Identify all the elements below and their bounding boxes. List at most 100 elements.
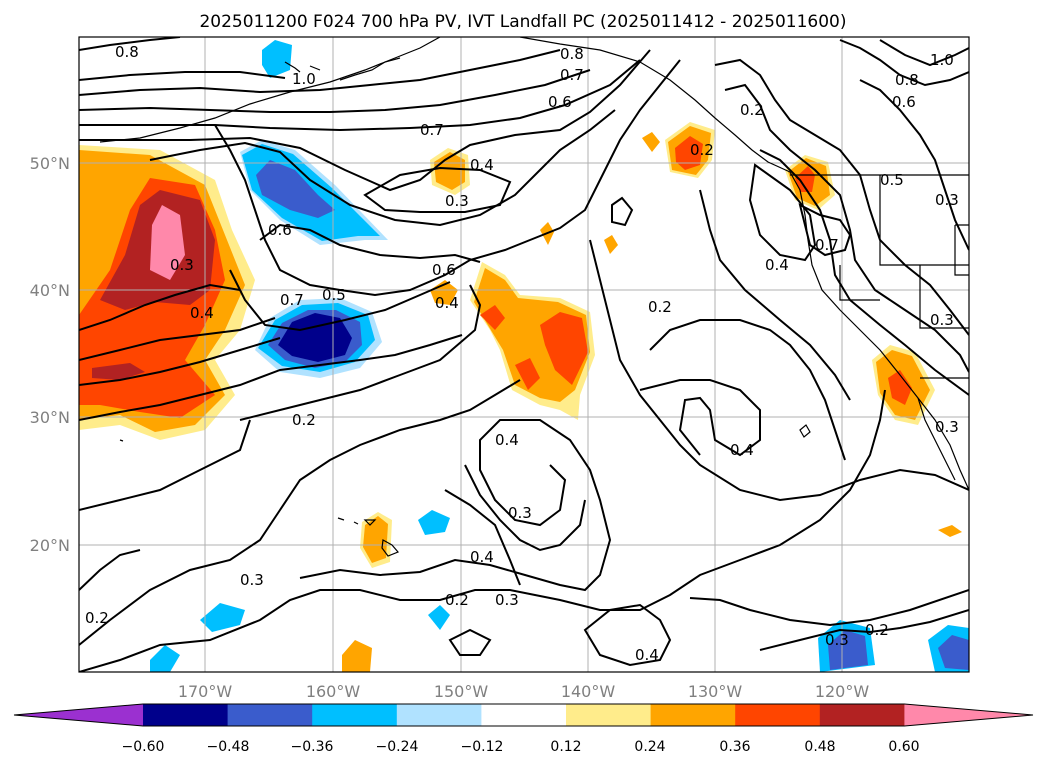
contour-gg	[611, 196, 634, 227]
shade-cold-top	[262, 40, 292, 78]
shade-cold-br2-blue	[938, 635, 969, 670]
hawaii-2	[381, 539, 400, 557]
shade-warm-ne-r	[675, 136, 703, 170]
colorbar-tick: 0.48	[804, 739, 835, 755]
contour-hh	[689, 589, 969, 627]
lon-tick: 120°W	[815, 682, 870, 701]
colorbar: −0.60 −0.48 −0.36 −0.24 −0.12 0.12 0.24 …	[13, 703, 1034, 755]
contour-label: 0.2	[865, 621, 889, 639]
coast-baja	[917, 397, 956, 481]
colorbar-swatch	[396, 704, 482, 726]
contour-label: 0.5	[322, 286, 346, 304]
shade-warm-bottom	[342, 640, 372, 672]
colorbar-swatch	[143, 704, 229, 726]
shade-warm-west-darkred-2	[92, 363, 145, 380]
contour-label: 0.7	[815, 236, 839, 254]
colorbar-tick: 0.12	[550, 739, 581, 755]
contour-dd	[859, 79, 969, 251]
colorbar-tick: −0.36	[291, 739, 334, 755]
colorbar-tick: 0.60	[888, 739, 919, 755]
contour-e	[149, 109, 616, 227]
shade-warm-pnw-r	[795, 166, 815, 192]
contour-t	[444, 489, 521, 586]
colorbar-swatch	[650, 704, 736, 726]
contour-label: 0.3	[825, 631, 849, 649]
colorbar-swatch	[566, 704, 652, 726]
contour-cc	[798, 203, 852, 257]
contour-y	[714, 58, 969, 336]
shade-warm-west-pink	[150, 205, 185, 280]
lat-tick-labels: 50°N 40°N 30°N 20°N	[30, 154, 70, 555]
colorbar-tick: −0.12	[461, 739, 504, 755]
colorbar-tick: 0.24	[634, 739, 665, 755]
contour-label: 0.6	[432, 261, 456, 279]
contour-label: 0.4	[765, 256, 789, 274]
contour-v	[639, 379, 761, 457]
contour-n	[239, 284, 482, 421]
contour-label: 0.5	[880, 171, 904, 189]
contour-label: 0.2	[690, 141, 714, 159]
map-title: 2025011200 F024 700 hPa PV, IVT Landfall…	[199, 12, 846, 32]
colorbar-tick-labels: −0.60 −0.48 −0.36 −0.24 −0.12 0.12 0.24 …	[122, 739, 920, 755]
islands-b	[799, 424, 811, 438]
contour-q	[79, 389, 886, 672]
contour-label: 1.0	[930, 51, 954, 69]
contour-label: 0.4	[495, 431, 519, 449]
lon-tick: 140°W	[561, 682, 616, 701]
shade-cold-br-blue	[828, 630, 868, 670]
shade-cold-hawaii	[418, 510, 450, 535]
shade-warm-small-d	[642, 132, 660, 152]
contour-ii	[759, 609, 969, 651]
contour-j	[79, 283, 241, 331]
shade-cold-bottom-c	[428, 605, 450, 630]
coast-west-us	[789, 171, 969, 491]
colorbar-swatches	[13, 703, 1034, 727]
contour-aa	[759, 149, 969, 396]
shade-warm-small-a	[430, 280, 458, 305]
contour-label: 0.2	[85, 609, 109, 627]
border-states-a	[879, 175, 969, 266]
colorbar-swatch	[481, 704, 567, 726]
contour-jj	[583, 603, 672, 667]
contour-label: 0.2	[648, 298, 672, 316]
contour-label: 0.6	[548, 93, 572, 111]
contour-label: 0.7	[280, 291, 304, 309]
colorbar-tick: −0.60	[122, 739, 165, 755]
shade-warm-socal-r	[888, 370, 912, 405]
contour-ff	[879, 39, 969, 67]
contour-k	[79, 317, 276, 361]
contour-label: 0.3	[240, 571, 264, 589]
contour-a	[79, 49, 561, 96]
contour-label: 0.4	[635, 646, 659, 664]
contour-s	[464, 464, 586, 552]
contour-label: 0.3	[445, 192, 469, 210]
contour-label: 0.3	[508, 504, 532, 522]
shaded-field	[79, 40, 969, 672]
colorbar-outline	[13, 703, 1034, 727]
colorbar-swatch	[819, 704, 905, 726]
contour-l	[79, 337, 281, 386]
colorbar-tick: 0.36	[719, 739, 750, 755]
contour-label: 0.3	[930, 311, 954, 329]
lon-tick: 150°W	[434, 682, 489, 701]
colorbar-tick: −0.24	[376, 739, 419, 755]
gridlines	[79, 37, 969, 672]
colorbar-swatch	[735, 704, 821, 726]
contour-ll	[79, 549, 141, 591]
shade-cold-bottomleft-a	[200, 603, 245, 632]
contour-label: 0.4	[730, 441, 754, 459]
lat-tick: 20°N	[30, 536, 70, 555]
island-chain	[284, 61, 321, 73]
border-states-c	[839, 265, 880, 301]
lon-tick: 170°W	[178, 682, 233, 701]
contour-label: 0.3	[935, 418, 959, 436]
contour-label: 0.4	[190, 304, 214, 322]
hawaii-1	[363, 519, 377, 526]
contour-label: 0.8	[115, 43, 139, 61]
contour-h	[259, 223, 481, 263]
border-states-b	[919, 265, 969, 329]
contour-label: 0.3	[935, 191, 959, 209]
coast-gulf-alaska	[519, 37, 791, 173]
contour-u	[589, 239, 969, 502]
